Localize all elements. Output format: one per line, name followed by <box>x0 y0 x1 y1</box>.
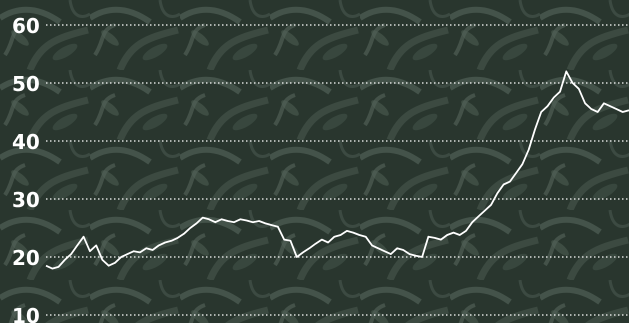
y-tick-label-10: 10 <box>12 304 40 323</box>
y-tick-label-40: 40 <box>12 130 40 154</box>
series-line-0 <box>45 70 629 270</box>
y-tick-label-20: 20 <box>12 246 40 270</box>
y-tick-label-60: 60 <box>12 14 40 38</box>
y-tick-label-50: 50 <box>12 72 40 96</box>
y-tick-label-30: 30 <box>12 188 40 212</box>
